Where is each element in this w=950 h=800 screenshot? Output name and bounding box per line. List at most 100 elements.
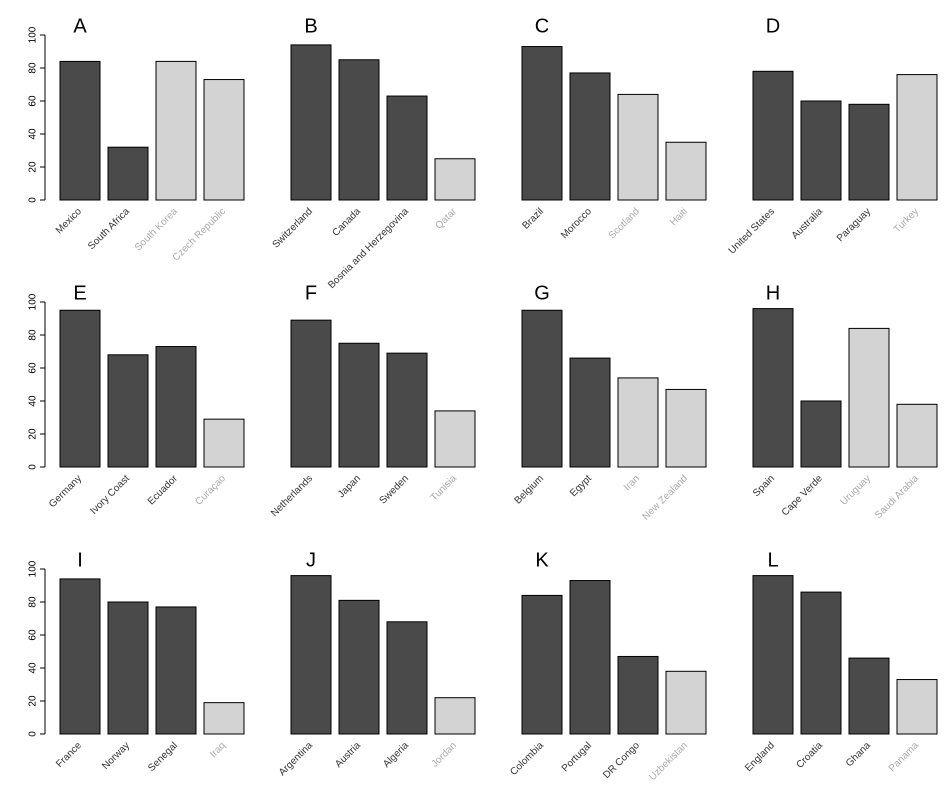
bar	[434, 158, 476, 201]
y-tick-label: 0	[28, 464, 39, 470]
bar	[752, 308, 794, 468]
x-tick-label: Japan	[336, 473, 363, 500]
y-tick-label: 100	[28, 293, 39, 310]
bar	[386, 621, 428, 735]
y-tick-label: 40	[28, 128, 39, 140]
bar	[569, 72, 611, 201]
bar	[155, 606, 197, 735]
bar	[521, 46, 563, 201]
x-tick-label: Colombia	[508, 740, 546, 778]
y-tick-label: 20	[28, 695, 39, 707]
x-tick-label: Canada	[330, 206, 363, 239]
bar	[203, 702, 245, 735]
bar	[896, 74, 938, 201]
y-tick-label: 60	[28, 362, 39, 374]
bar	[338, 342, 380, 468]
x-tick-label: Netherlands	[269, 473, 315, 519]
bar	[338, 599, 380, 735]
x-tick-label: New Zealand	[641, 473, 690, 522]
bar	[665, 670, 707, 735]
bar	[848, 103, 890, 201]
bar	[203, 79, 245, 201]
panel-title: G	[534, 282, 550, 304]
x-tick-label: South Africa	[86, 206, 132, 252]
x-tick-label: Saudi Arabia	[873, 473, 921, 521]
x-tick-label: Ghana	[844, 740, 873, 769]
panel-title: K	[535, 549, 549, 571]
bar	[800, 591, 842, 735]
bar	[155, 60, 197, 201]
y-tick-label: 60	[28, 95, 39, 107]
x-tick-label: Curaçao	[193, 473, 228, 508]
x-tick-label: DR Congo	[601, 740, 642, 781]
y-tick-label: 40	[28, 662, 39, 674]
panel-title: L	[767, 549, 778, 571]
bar	[290, 44, 332, 201]
x-tick-label: Uzbekistan	[647, 740, 690, 783]
bar	[665, 388, 707, 468]
y-tick-label: 0	[28, 731, 39, 737]
x-tick-label: United States	[727, 206, 777, 256]
y-tick-label: 80	[28, 329, 39, 341]
bar	[386, 95, 428, 201]
bar	[59, 60, 101, 201]
bar	[896, 403, 938, 468]
x-tick-label: Mexico	[54, 206, 84, 236]
x-tick-label: Germany	[47, 473, 84, 510]
panel-title: C	[535, 15, 549, 37]
panel-title: J	[306, 549, 316, 571]
bar	[107, 146, 149, 201]
x-tick-label: Austria	[333, 740, 363, 770]
x-tick-label: Senegal	[146, 740, 180, 774]
bar	[386, 352, 428, 468]
bar	[59, 309, 101, 468]
x-tick-label: Iran	[622, 473, 642, 493]
x-tick-label: Panama	[887, 740, 921, 774]
bar	[203, 418, 245, 468]
panel-title: B	[304, 15, 317, 37]
y-tick-label: 20	[28, 428, 39, 440]
x-tick-label: France	[54, 740, 84, 770]
panel-title: A	[73, 15, 87, 37]
bar	[155, 346, 197, 468]
x-tick-label: Sweden	[378, 473, 411, 506]
x-tick-label: Paraguay	[835, 206, 873, 244]
bar	[848, 327, 890, 468]
x-tick-label: Haiti	[668, 206, 690, 228]
bar	[59, 578, 101, 735]
bar	[434, 697, 476, 735]
x-tick-label: Uruguay	[838, 473, 873, 508]
bar	[569, 580, 611, 735]
x-tick-label: Egypt	[568, 473, 594, 499]
panel-title: H	[766, 282, 780, 304]
bar	[752, 575, 794, 735]
y-tick-label: 0	[28, 197, 39, 203]
bar	[107, 354, 149, 468]
y-tick-label: 100	[28, 26, 39, 43]
x-tick-label: Bosnia and Herzegovina	[326, 206, 411, 291]
panel-title: E	[73, 282, 86, 304]
x-tick-label: Spain	[751, 473, 777, 499]
x-tick-label: Cape Verde	[780, 473, 825, 518]
x-tick-label: Argentina	[277, 740, 315, 778]
bar	[107, 601, 149, 735]
x-tick-label: England	[743, 740, 777, 774]
x-tick-label: Croatia	[794, 740, 825, 771]
x-tick-label: Tunisia	[429, 473, 460, 504]
x-tick-label: Brazil	[521, 206, 546, 231]
y-tick-label: 80	[28, 62, 39, 74]
y-tick-label: 20	[28, 161, 39, 173]
x-tick-label: Australia	[790, 206, 826, 242]
x-tick-label: South Korea	[133, 206, 180, 253]
y-tick-label: 80	[28, 596, 39, 608]
y-tick-label: 100	[28, 560, 39, 577]
x-tick-label: Scotland	[607, 206, 642, 241]
bar	[617, 377, 659, 468]
y-tick-label: 60	[28, 629, 39, 641]
bar	[290, 575, 332, 735]
bar	[848, 657, 890, 735]
bar	[617, 93, 659, 201]
bar	[569, 357, 611, 468]
bar	[665, 141, 707, 201]
x-tick-label: Jordan	[430, 740, 459, 769]
